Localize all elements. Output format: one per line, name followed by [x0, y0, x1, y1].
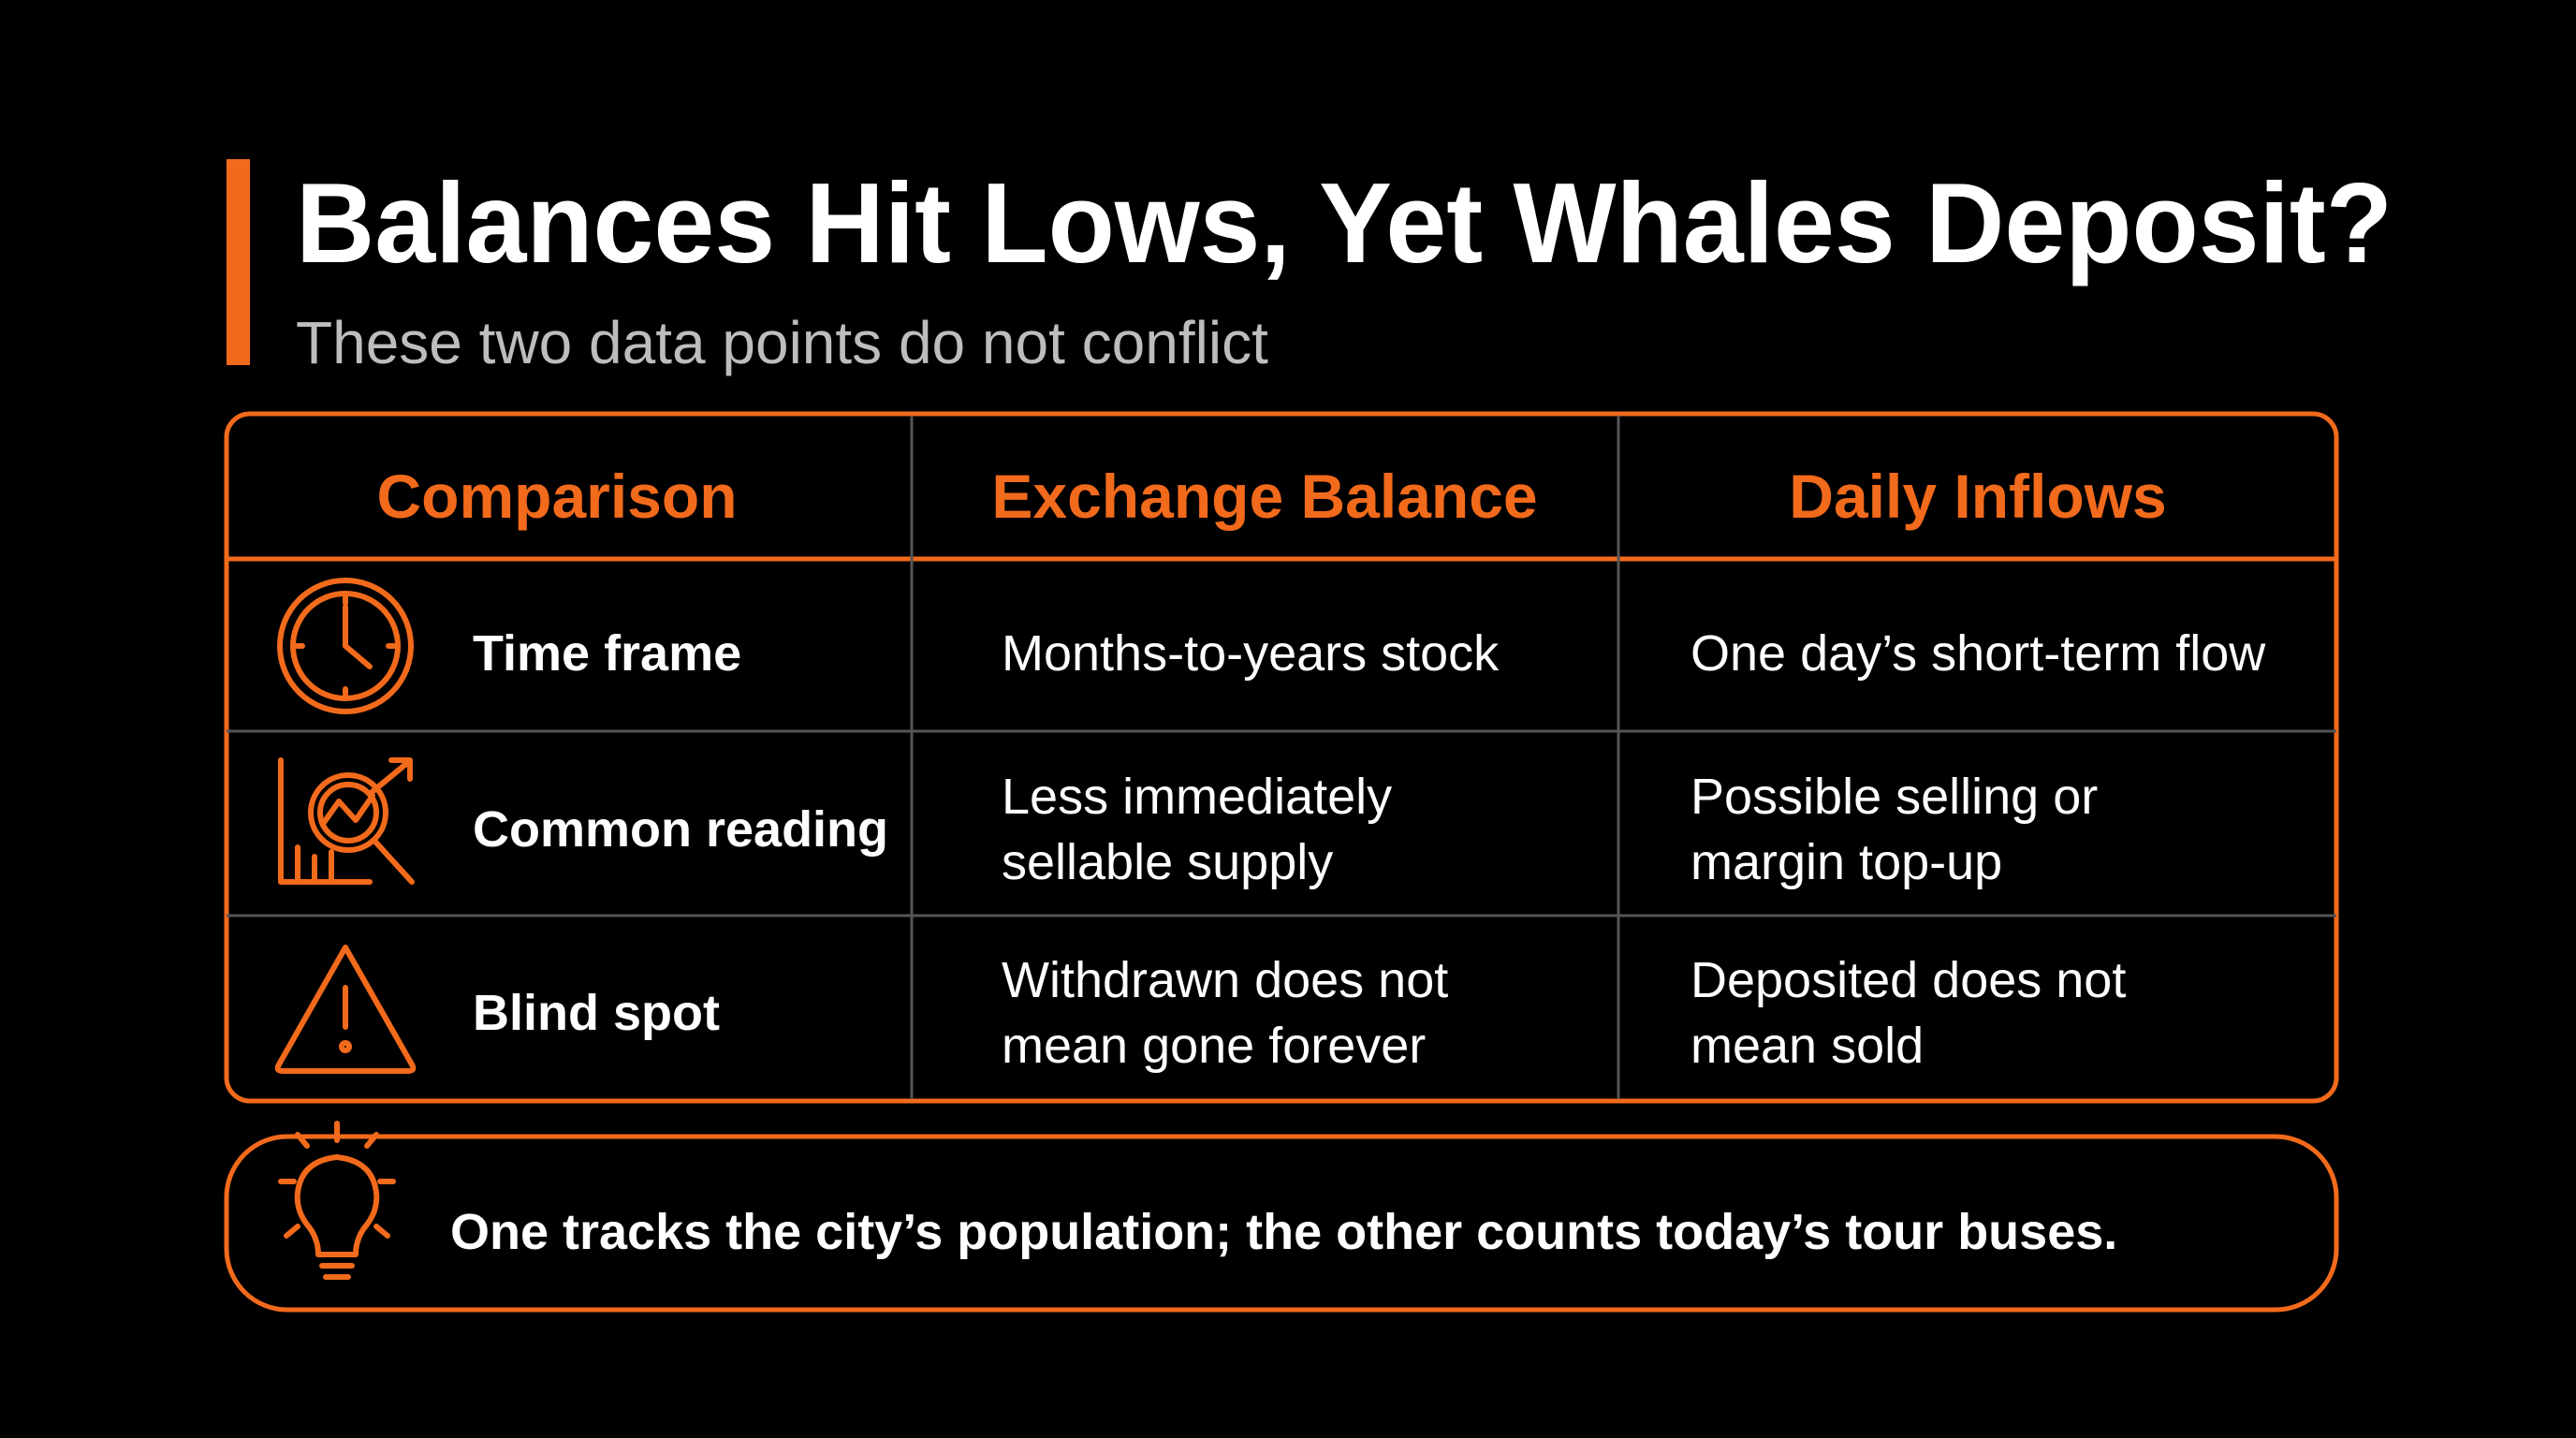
- table-cell: Deposited does not: [1690, 952, 2126, 1008]
- table-cell: sellable supply: [1002, 834, 1333, 890]
- accent-bar: [227, 159, 250, 365]
- table-cell: Months-to-years stock: [1002, 625, 1500, 682]
- table-cell: Less immediately: [1002, 769, 1392, 825]
- table-border: [224, 411, 2339, 1104]
- row-label: Time frame: [473, 625, 741, 682]
- column-header: Exchange Balance: [991, 462, 1537, 531]
- warning-icon: [274, 945, 417, 1074]
- footer-box: [224, 1134, 2339, 1313]
- row-label: Blind spot: [473, 985, 720, 1041]
- lightbulb-icon: [278, 1121, 396, 1280]
- analysis-icon: [278, 757, 415, 885]
- clock-icon: [277, 578, 414, 714]
- table-cell: One day’s short-term flow: [1690, 625, 2266, 682]
- footer-text: One tracks the city’s population; the ot…: [450, 1204, 2117, 1260]
- subtitle: These two data points do not conflict: [296, 309, 1268, 376]
- column-header: Comparison: [376, 462, 737, 531]
- table-cell: margin top-up: [1690, 834, 2002, 890]
- table-cell: Possible selling or: [1690, 769, 2098, 825]
- row-label: Common reading: [473, 801, 888, 858]
- title: Balances Hit Lows, Yet Whales Deposit?: [296, 159, 2393, 286]
- table-frame: [224, 411, 2339, 1104]
- column-header: Daily Inflows: [1789, 462, 2166, 531]
- table-cell: Withdrawn does not: [1002, 952, 1448, 1008]
- table-cell: mean sold: [1690, 1018, 1924, 1074]
- table-cell: mean gone forever: [1002, 1018, 1426, 1074]
